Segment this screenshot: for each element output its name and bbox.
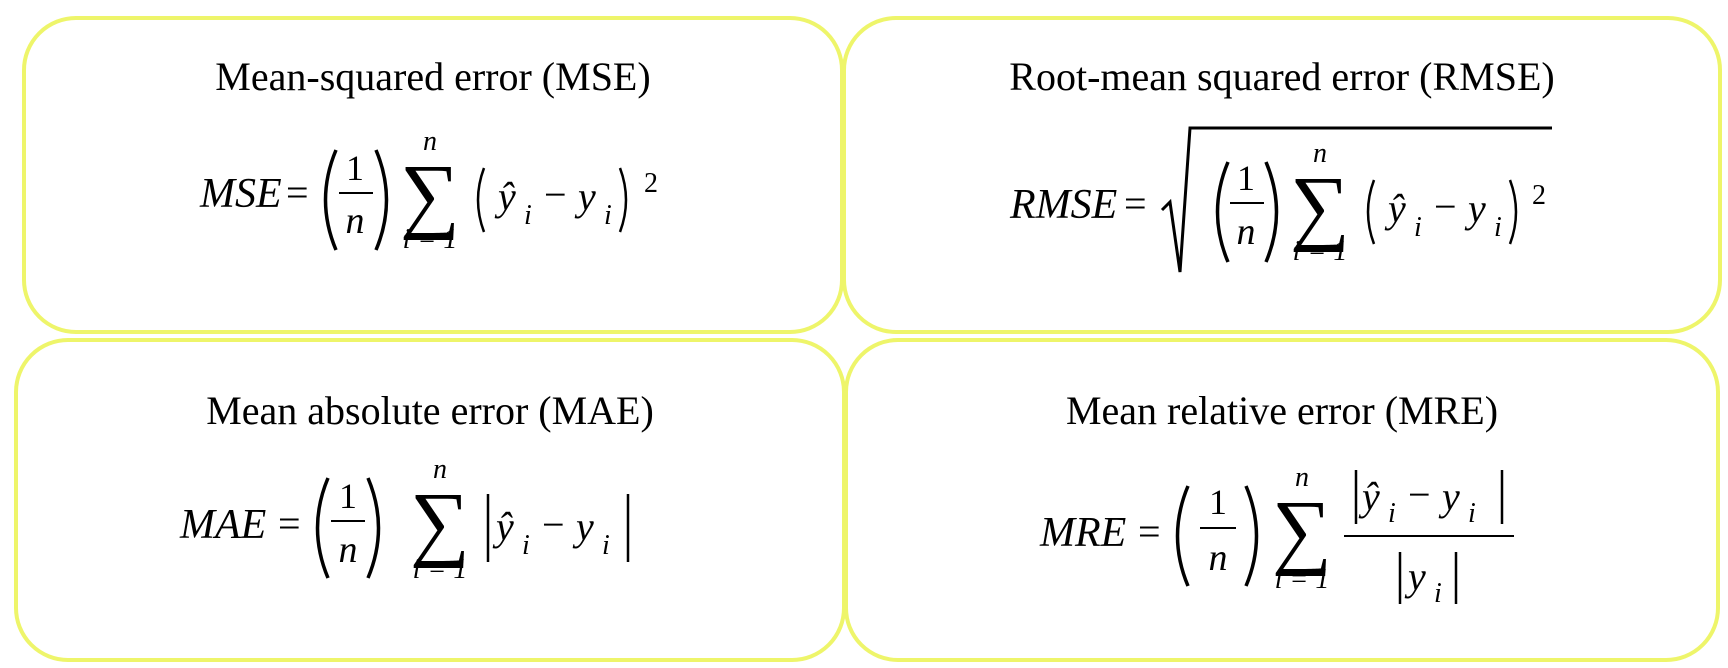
mse-sum-symbol: ∑	[400, 148, 460, 241]
mre-frac-denominator: n	[1209, 537, 1228, 579]
mre-sum-symbol: ∑	[1272, 484, 1332, 577]
mse-equals: =	[286, 170, 309, 215]
mae-y: y	[572, 504, 594, 549]
mse-y-hat: ŷ	[494, 174, 516, 219]
mae-y-sub: i	[602, 530, 610, 561]
mae-frac-numerator: 1	[339, 476, 357, 516]
mae-y-hat-sub: i	[522, 530, 530, 561]
rmse-inner-right-paren	[1508, 179, 1518, 245]
mre-left-paren	[1175, 485, 1190, 587]
rmse-sum-symbol: ∑	[1290, 160, 1350, 253]
mae-minus: −	[542, 502, 565, 547]
mse-inner-right-paren	[618, 167, 628, 233]
mse-minus: −	[544, 172, 567, 217]
rmse-sum-upper: n	[1313, 138, 1327, 169]
rmse-exponent: 2	[1532, 180, 1546, 211]
mse-y: y	[574, 174, 596, 219]
mse-sum-lower: i = 1	[403, 224, 458, 255]
mse-frac-denominator: n	[346, 200, 365, 242]
rmse-left-paren	[1215, 161, 1230, 263]
rmse-y: y	[1464, 186, 1486, 231]
mae-title: Mean absolute error (MAE)	[206, 388, 654, 433]
rmse-frac-numerator: 1	[1237, 158, 1255, 198]
mae-sum-upper: n	[433, 454, 447, 485]
mae-left-paren	[315, 477, 330, 579]
mse-title: Mean-squared error (MSE)	[215, 54, 651, 99]
mae-right-paren	[366, 477, 381, 579]
mse-y-hat-sub: i	[524, 200, 532, 231]
mre-num-y-hat-sub: i	[1388, 498, 1396, 529]
mse-lhs: MSE	[199, 171, 282, 217]
mre-num-minus: −	[1408, 472, 1431, 517]
mre-card: Mean relative error (MRE)	[844, 338, 1720, 662]
mse-left-paren	[323, 149, 338, 251]
mae-y-hat: ŷ	[492, 504, 514, 549]
rmse-frac-denominator: n	[1237, 211, 1256, 253]
mae-sum-lower: i = 1	[413, 554, 468, 585]
mse-card: Mean-squared error (MSE)	[22, 16, 844, 334]
mse-y-sub: i	[604, 200, 612, 231]
rmse-inner-left-paren	[1366, 179, 1376, 245]
mre-den-y: y	[1404, 554, 1426, 599]
mre-sum-lower: i = 1	[1275, 564, 1330, 595]
mre-right-paren	[1244, 485, 1259, 587]
mae-equals: =	[278, 501, 301, 546]
rmse-y-sub: i	[1494, 212, 1502, 243]
rmse-y-hat: ŷ	[1384, 186, 1406, 231]
mre-den-y-sub: i	[1434, 578, 1442, 609]
rmse-sum-lower: i = 1	[1293, 236, 1348, 267]
mae-sum-symbol: ∑	[410, 476, 470, 569]
rmse-minus: −	[1434, 184, 1457, 229]
mae-card: Mean absolute error (MAE)	[14, 338, 846, 662]
mre-sum-upper: n	[1295, 462, 1309, 493]
rmse-title: Root-mean squared error (RMSE)	[1009, 54, 1555, 99]
mre-title: Mean relative error (MRE)	[1065, 388, 1499, 433]
mae-formula: MAE = 1 n n ∑ i = 1 ŷ i − y i	[179, 454, 630, 585]
rmse-radical-sign	[1160, 126, 1552, 273]
mse-inner-left-paren	[476, 167, 486, 233]
mre-frac-numerator: 1	[1209, 482, 1227, 522]
rmse-lhs: RMSE	[1009, 182, 1117, 228]
mre-equals: =	[1138, 509, 1161, 554]
mre-formula: MRE = 1 n n ∑ i = 1 ŷ i − y i y i	[1039, 462, 1514, 609]
rmse-equals: =	[1124, 181, 1147, 226]
rmse-right-paren	[1264, 161, 1279, 263]
mre-num-y-sub: i	[1468, 498, 1476, 529]
mre-num-y-hat: ŷ	[1358, 474, 1380, 519]
mse-formula: MSE = 1 n n ∑ i = 1 ŷ i − y i 2	[199, 126, 658, 255]
rmse-y-hat-sub: i	[1414, 212, 1422, 243]
mre-num-y: y	[1438, 474, 1460, 519]
mse-frac-numerator: 1	[346, 148, 364, 188]
mse-sum-upper: n	[423, 126, 437, 157]
mre-lhs: MRE	[1039, 510, 1126, 556]
mae-frac-denominator: n	[339, 529, 358, 571]
mae-lhs: MAE	[179, 502, 266, 548]
mse-right-paren	[374, 149, 389, 251]
rmse-formula: RMSE = 1 n n ∑ i = 1 ŷ i − y i 2	[1009, 126, 1552, 273]
rmse-card: Root-mean squared error (RMSE)	[842, 16, 1722, 334]
mse-exponent: 2	[644, 168, 658, 199]
